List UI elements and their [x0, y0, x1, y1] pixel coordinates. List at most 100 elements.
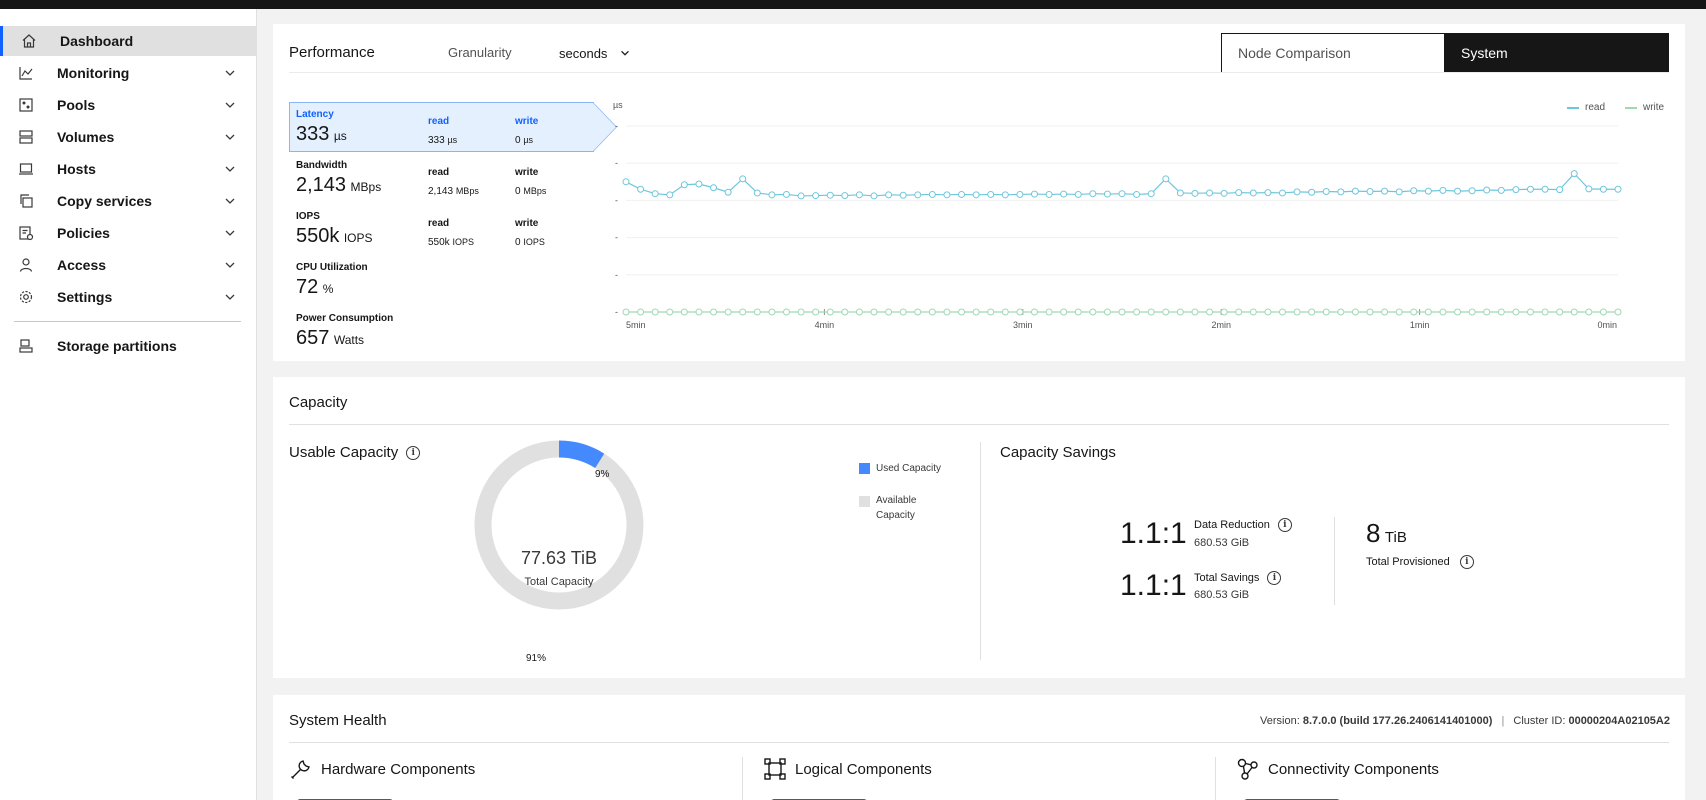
data-point-read	[1176, 189, 1184, 197]
data-point-write	[1220, 308, 1228, 316]
data-point-read	[1206, 189, 1214, 197]
logical-components-heading[interactable]: Logical Components	[763, 757, 932, 781]
legend-used-swatch	[859, 463, 870, 474]
hardware-components-heading[interactable]: Hardware Components	[289, 757, 475, 781]
data-point-read	[1424, 187, 1432, 195]
info-icon[interactable]: i	[406, 445, 421, 460]
info-icon[interactable]: i	[1459, 555, 1474, 569]
data-point-read	[739, 175, 747, 183]
data-point-write	[651, 308, 659, 316]
bandwidth-read-value: 2,143 MBps	[428, 186, 479, 197]
legend-available-label: Available Capacity	[876, 495, 917, 521]
logical-components-icon	[764, 758, 786, 780]
legend-write-swatch	[1625, 106, 1637, 109]
data-point-read	[1526, 185, 1534, 193]
volumes-icon	[18, 129, 34, 145]
sidebar-item-storage-partitions[interactable]: Storage partitions	[0, 331, 257, 361]
data-point-read	[972, 191, 980, 199]
latency-read-label: read	[428, 116, 450, 127]
data-point-read	[1074, 190, 1082, 198]
data-point-write	[622, 308, 630, 316]
data-point-write	[1454, 308, 1462, 316]
metric-name-cpu[interactable]: CPU Utilization	[296, 262, 368, 273]
connectivity-components-heading[interactable]: Connectivity Components	[1236, 757, 1439, 781]
sidebar-item-pools[interactable]: Pools	[0, 90, 257, 120]
latency-write-value: 0 µs	[515, 135, 534, 146]
sidebar-item-hosts[interactable]: Hosts	[0, 154, 257, 184]
metric-name-iops[interactable]: IOPS	[296, 211, 320, 222]
total-savings-value: 680.53 GiB	[1194, 589, 1250, 601]
data-point-read	[826, 191, 834, 199]
sidebar-item-label: Policies	[57, 225, 110, 241]
sidebar-item-copy-services[interactable]: Copy services	[0, 186, 257, 216]
data-point-read	[1512, 186, 1520, 194]
data-point-write	[1074, 308, 1082, 316]
data-point-read	[1351, 187, 1359, 195]
data-point-read	[651, 190, 659, 198]
metric-name-bandwidth[interactable]: Bandwidth	[296, 160, 348, 171]
performance-title: Performance	[289, 44, 375, 61]
data-point-read	[1278, 189, 1286, 197]
data-point-write	[855, 308, 863, 316]
sidebar-item-monitoring[interactable]: Monitoring	[0, 58, 257, 88]
data-point-read	[1249, 189, 1257, 197]
sidebar-item-volumes[interactable]: Volumes	[0, 122, 257, 152]
data-reduction-label: Data Reduction	[1194, 519, 1270, 531]
sidebar-item-dashboard[interactable]: Dashboard	[0, 26, 257, 56]
copy-services-icon	[18, 193, 34, 209]
capacity-savings-title: Capacity Savings	[1000, 444, 1116, 461]
legend-write-label: write	[1643, 102, 1665, 113]
data-point-write	[1118, 308, 1126, 316]
data-point-write	[899, 308, 907, 316]
data-point-write	[1424, 308, 1432, 316]
data-point-read	[1395, 188, 1403, 196]
latency-chart: µs 0 - 100 - 200 - 300 - 400 - 500 - 5min 4min 3m…	[613, 100, 1622, 330]
info-icon[interactable]: i	[1267, 571, 1282, 585]
sidebar-item-access[interactable]: Access	[0, 250, 257, 280]
chevron-down-icon	[225, 70, 235, 76]
connectivity-icon	[1237, 758, 1258, 780]
chevron-down-icon	[225, 102, 235, 108]
data-point-read	[1410, 187, 1418, 195]
data-point-read	[1220, 189, 1228, 197]
data-point-read	[1060, 190, 1068, 198]
data-point-read	[768, 191, 776, 199]
sidebar-item-policies[interactable]: Policies	[0, 218, 257, 248]
hardware-components-label: Hardware Components	[321, 760, 476, 778]
data-point-write	[1410, 308, 1418, 316]
info-icon[interactable]: i	[1277, 518, 1292, 532]
data-point-read	[958, 190, 966, 198]
donut-slice-used[interactable]	[558, 440, 605, 469]
connectivity-components-label: Connectivity Components	[1268, 760, 1439, 778]
data-point-write	[1030, 308, 1038, 316]
data-point-write	[1512, 308, 1520, 316]
metric-value-latency: 333 µs	[296, 123, 347, 145]
chevron-down-icon	[225, 166, 235, 172]
x-tick-label: 3min	[1013, 320, 1033, 330]
data-point-write	[1278, 308, 1286, 316]
data-point-read	[1118, 190, 1126, 198]
data-point-write	[1366, 308, 1374, 316]
header-divider	[289, 72, 1669, 73]
x-tick-label: 4min	[815, 320, 835, 330]
data-point-write	[1133, 308, 1141, 316]
data-point-read	[841, 192, 849, 200]
data-reduction-ratio: 1.1:1	[1120, 517, 1187, 550]
system-tab[interactable]: System	[1445, 33, 1669, 73]
y-tick-label: 300 -	[613, 195, 618, 205]
used-percent-label: 9%	[595, 469, 610, 480]
health-col-divider-2	[1215, 757, 1216, 800]
data-point-write	[1614, 308, 1622, 316]
legend-used: Used Capacity	[859, 463, 941, 474]
granularity-dropdown[interactable]: seconds	[559, 42, 631, 64]
node-comparison-tab[interactable]: Node Comparison	[1221, 33, 1445, 73]
data-point-read	[680, 181, 688, 189]
data-point-write	[1206, 308, 1214, 316]
latency-card-highlight[interactable]	[289, 102, 594, 152]
metric-name-power[interactable]: Power Consumption	[296, 313, 394, 324]
bandwidth-write-label: write	[515, 167, 539, 178]
data-point-write	[870, 308, 878, 316]
sidebar-item-settings[interactable]: Settings	[0, 282, 257, 312]
chevron-down-icon	[225, 262, 235, 268]
data-point-read	[987, 190, 995, 198]
